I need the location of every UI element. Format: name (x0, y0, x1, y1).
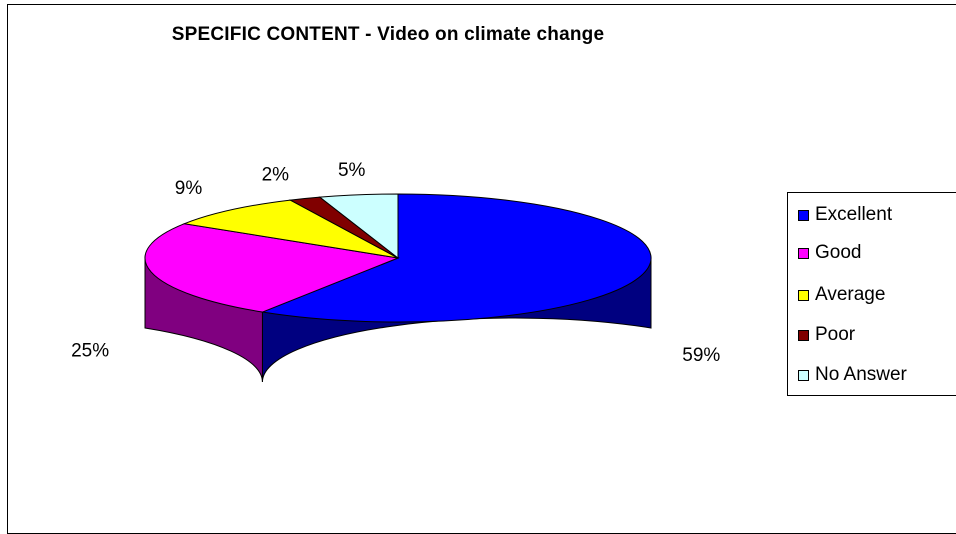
legend-swatch-no-answer (798, 369, 809, 381)
pie-slice-good (144, 223, 400, 313)
pie-tops (144, 193, 652, 323)
legend-label-excellent: Excellent (815, 204, 893, 225)
legend-label-poor: Poor (815, 324, 856, 345)
legend-swatch-average (798, 289, 809, 301)
legend-item-average: Average (798, 283, 885, 307)
data-label-poor: 2% (262, 164, 290, 185)
legend-swatch-excellent (798, 209, 809, 221)
legend-item-no-answer: No Answer (798, 363, 907, 387)
data-label-average: 9% (175, 178, 203, 199)
data-label-no-answer: 5% (338, 160, 366, 181)
legend: Excellent Good Average Poor No Answer (787, 192, 956, 396)
data-label-good: 25% (71, 340, 109, 361)
legend-swatch-good (798, 247, 809, 259)
legend-item-poor: Poor (798, 323, 855, 347)
pie-chart: 59% 25% 9% 2% 5% (71, 160, 720, 383)
legend-item-excellent: Excellent (798, 203, 892, 227)
pie-slice-average (182, 199, 399, 259)
pie-slice-excellent (260, 193, 652, 323)
pie-slice-no-answer (318, 193, 399, 260)
pie-labels: 59% 25% 9% 2% 5% (71, 160, 720, 366)
data-label-excellent: 59% (682, 345, 720, 366)
chart-title: SPECIFIC CONTENT - Video on climate chan… (171, 24, 605, 45)
legend-swatch-poor (798, 329, 809, 341)
legend-label-no-answer: No Answer (815, 364, 907, 385)
legend-label-good: Good (815, 242, 862, 263)
legend-label-average: Average (815, 284, 886, 305)
legend-item-good: Good (798, 241, 861, 265)
